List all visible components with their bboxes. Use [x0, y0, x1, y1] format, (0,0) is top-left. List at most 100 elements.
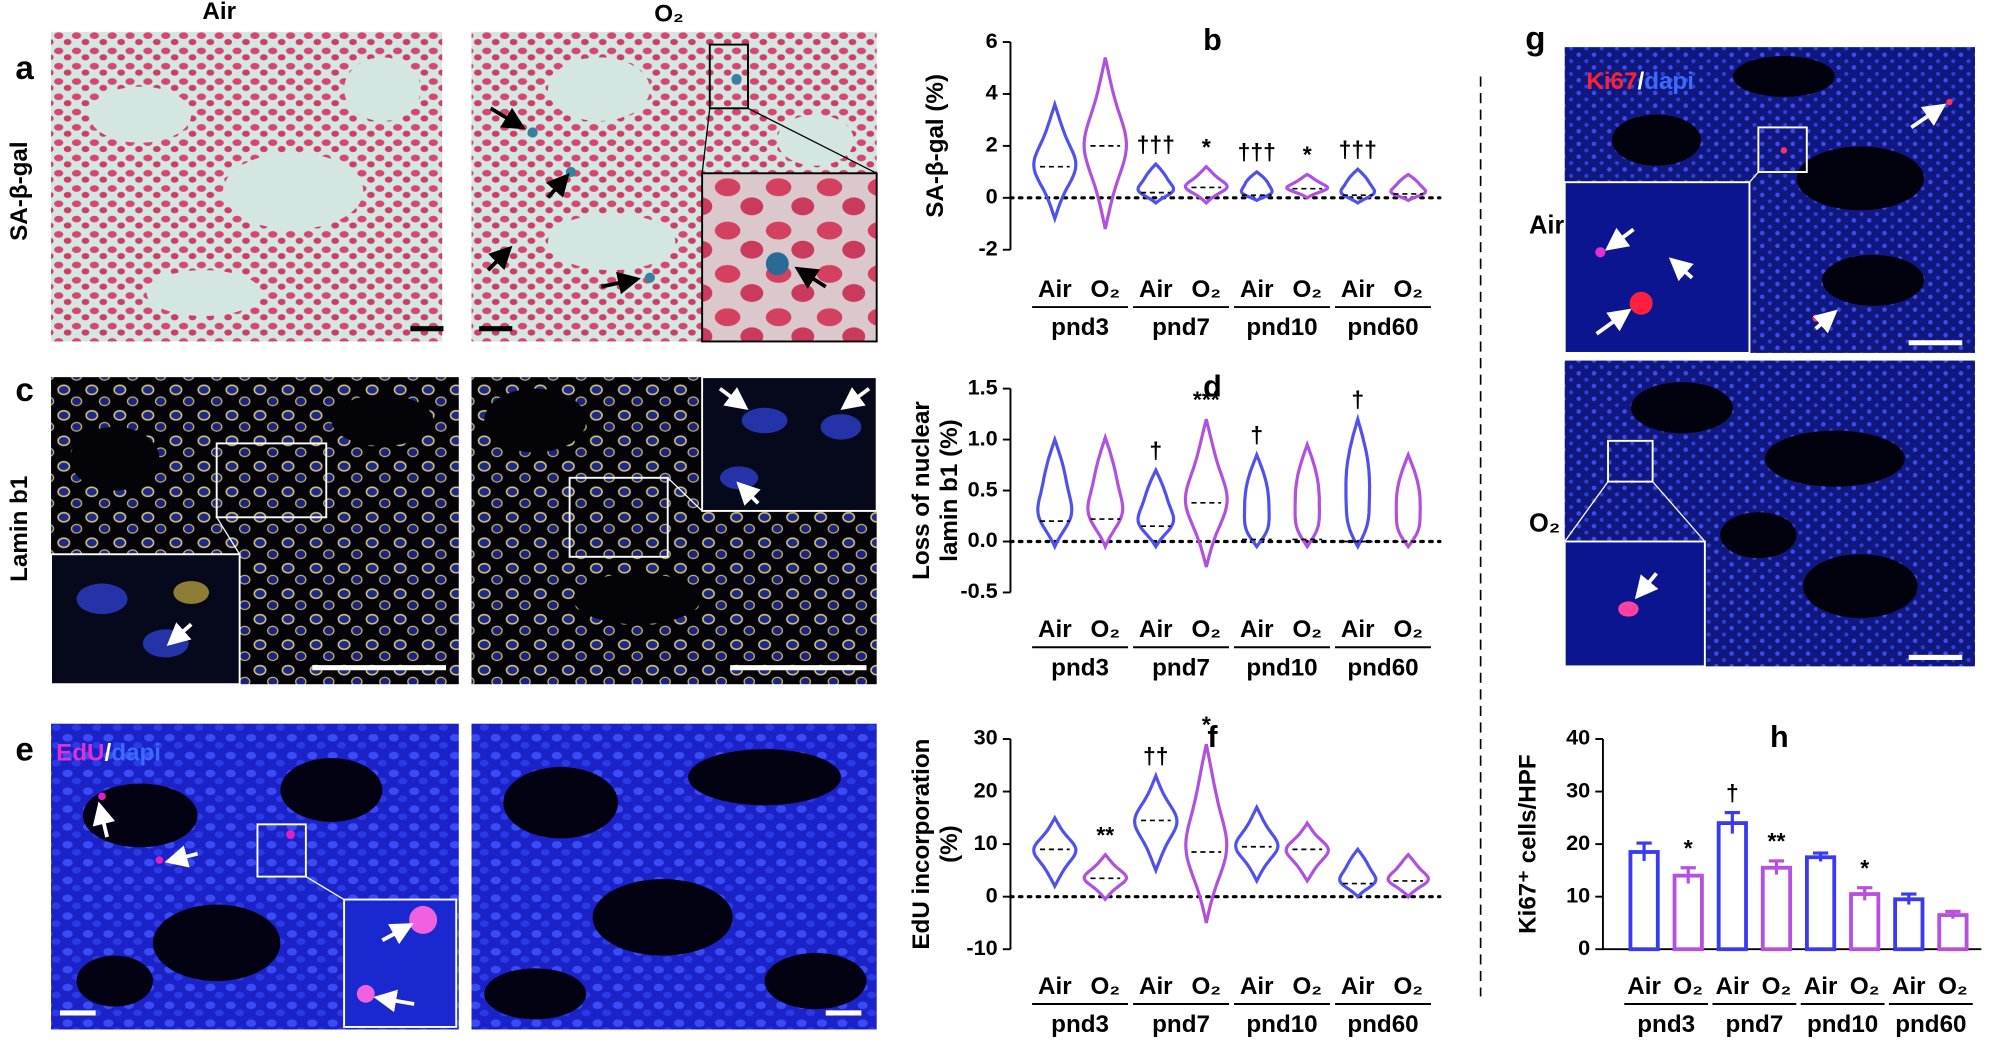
- micrograph-e-air: [51, 723, 459, 1030]
- micrograph-g-air: [1563, 47, 1975, 354]
- significance: *: [1684, 835, 1693, 861]
- chart-title: b: [1203, 23, 1222, 57]
- violin: [1082, 57, 1129, 230]
- violin: [1239, 169, 1274, 203]
- x-tick-label: O₂: [1192, 616, 1222, 643]
- y-tick-label: 0.0: [968, 527, 998, 552]
- y-tick-label: -2: [978, 235, 997, 260]
- x-tick-label: Air: [1139, 973, 1173, 1000]
- bar: [1849, 892, 1881, 952]
- micrograph-c-air: [50, 377, 459, 686]
- y-tick-label: 0: [986, 184, 998, 209]
- row-label: Air: [1529, 212, 1564, 240]
- significance: †: [1351, 386, 1364, 412]
- significance: ††: [1143, 743, 1169, 769]
- y-tick-label: 30: [974, 725, 998, 750]
- stain-label: EdU/dapi: [56, 740, 161, 767]
- violin: [1086, 432, 1125, 551]
- significance: †: [1726, 780, 1739, 806]
- significance: **: [1096, 822, 1114, 848]
- y-tick-label: 4: [986, 80, 998, 105]
- violin: [1284, 820, 1330, 884]
- micrograph-g-o2: [1563, 360, 1975, 668]
- x-tick-label: Air: [1240, 276, 1274, 303]
- bar: [1672, 873, 1704, 952]
- violin: [1183, 164, 1229, 206]
- violin: [1394, 450, 1422, 550]
- y-tick-label: 0.5: [968, 476, 998, 501]
- group-label: pnd60: [1895, 1011, 1966, 1038]
- x-tick-label: O₂: [1192, 973, 1222, 1000]
- x-tick-label: O₂: [1393, 276, 1423, 303]
- significance: †††: [1238, 139, 1276, 165]
- violin: [1136, 161, 1176, 206]
- chart-title: d: [1203, 370, 1222, 404]
- stain-label-slash: /: [1637, 68, 1644, 95]
- x-tick-label: Air: [1892, 973, 1926, 1000]
- violin: [1242, 450, 1271, 550]
- group-label: pnd60: [1347, 314, 1418, 341]
- x-tick-label: Air: [1716, 973, 1750, 1000]
- panel-label: e: [15, 731, 33, 768]
- violin: [1032, 814, 1078, 890]
- x-tick-label: O₂: [1393, 973, 1423, 1000]
- violin: [1184, 743, 1229, 924]
- x-tick-label: O₂: [1292, 276, 1322, 303]
- group-label: pnd3: [1637, 1011, 1695, 1038]
- panel-label: g: [1525, 21, 1545, 58]
- x-tick-label: O₂: [1673, 973, 1703, 1000]
- y-axis-label: Ki67⁺ cells/HPF: [1514, 754, 1541, 933]
- group-label: pnd10: [1246, 654, 1317, 681]
- violin: [1344, 413, 1372, 551]
- y-tick-label: 20: [974, 777, 998, 802]
- y-axis-label: SA-β-gal (%): [922, 74, 949, 218]
- micrograph-a-air: [51, 31, 444, 342]
- x-tick-label: Air: [1038, 973, 1072, 1000]
- significance: *: [1202, 711, 1211, 737]
- violin: [1082, 852, 1129, 902]
- group-label: pnd7: [1152, 654, 1210, 681]
- y-tick-label: 20: [1566, 830, 1590, 855]
- y-tick-label: 40: [1566, 725, 1590, 750]
- significance: †††: [1339, 136, 1377, 162]
- x-tick-label: Air: [1139, 616, 1173, 643]
- panel-label: c: [15, 372, 33, 409]
- violin: [1339, 167, 1377, 205]
- violin: [1136, 466, 1176, 550]
- row-label: Lamin b1: [6, 476, 33, 582]
- significance: †††: [1137, 131, 1175, 157]
- violin: [1234, 803, 1280, 885]
- group-label: pnd7: [1152, 314, 1210, 341]
- violin: [1183, 418, 1229, 568]
- stain-label-dapi: dapi: [1644, 68, 1694, 95]
- y-tick-label: 10: [974, 830, 998, 855]
- micrograph-e-o2: [471, 723, 877, 1030]
- row-label: SA-β-gal: [6, 141, 33, 240]
- group-label: pnd10: [1246, 1011, 1317, 1038]
- y-tick-label: 0: [986, 882, 998, 907]
- x-tick-label: O₂: [1292, 973, 1322, 1000]
- group-label: pnd3: [1051, 1011, 1109, 1038]
- bar: [1804, 855, 1837, 952]
- stain-label-ki67: Ki67: [1586, 68, 1637, 95]
- x-tick-label: O₂: [1762, 973, 1792, 1000]
- x-tick-label: O₂: [1091, 276, 1121, 303]
- group-label: pnd60: [1347, 654, 1418, 681]
- y-axis-label: Loss of nuclear: [908, 401, 935, 580]
- x-tick-label: O₂: [1091, 616, 1121, 643]
- chart-title: f: [1207, 720, 1218, 754]
- violin: [1133, 771, 1179, 875]
- violin: [1036, 434, 1074, 551]
- violin: [1386, 852, 1431, 900]
- group-label: pnd60: [1347, 1011, 1418, 1038]
- x-tick-label: Air: [1341, 616, 1375, 643]
- group-label: pnd7: [1726, 1011, 1784, 1038]
- stain-label: Ki67/dapi: [1586, 68, 1694, 95]
- y-tick-label: 1.0: [968, 425, 998, 450]
- stain-label-dapi: dapi: [111, 740, 161, 767]
- violin: [1389, 172, 1428, 203]
- micrograph-a-o2: [471, 31, 878, 343]
- x-tick-label: Air: [1038, 276, 1072, 303]
- violin: [1293, 439, 1322, 550]
